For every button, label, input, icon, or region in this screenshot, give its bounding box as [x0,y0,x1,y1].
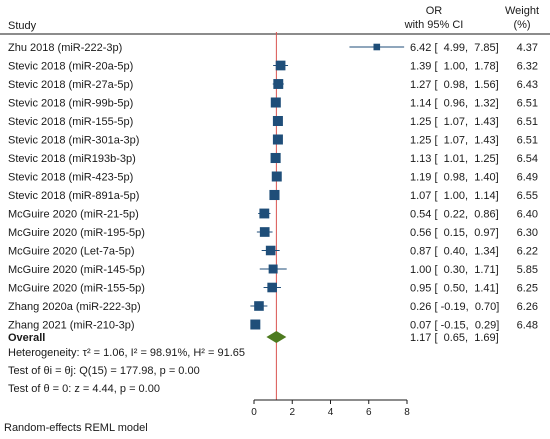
overall-diamond [266,331,287,343]
study-or-ci: 0.87 [ 0.40, 1.34] [410,246,499,258]
study-row: McGuire 2020 (miR-195-5p) 0.56 [ 0.15, 0.… [8,227,538,239]
study-or-ci: 0.07 [ -0.15, 0.29] [410,320,499,332]
overall-or-ci: 1.17 [ 0.65, 1.69] [410,332,499,344]
study-marker [271,171,282,182]
study-marker [270,152,281,164]
study-marker [272,115,283,127]
x-axis-tick-label: 6 [366,407,372,418]
study-marker [272,134,283,145]
study-marker [265,245,276,256]
study-weight: 6.54 [517,153,538,165]
study-label: Zhu 2018 (miR-222-3p) [8,42,122,54]
study-marker [273,79,284,89]
study-or-ci: 1.00 [ 0.30, 1.71] [410,264,499,276]
study-label: Zhang 2020a (miR-222-3p) [8,301,141,313]
study-or-ci: 1.14 [ 0.96, 1.32] [410,98,499,110]
test-theta-zero: Test of θ = 0: z = 4.44, p = 0.00 [8,383,160,395]
study-marker [270,97,281,108]
header-or-ci: with 95% CI [404,19,464,31]
study-weight: 6.25 [517,283,538,295]
study-label: Stevic 2018 (miR-27a-5p) [8,79,133,91]
study-row: McGuire 2020 (Let-7a-5p) 0.87 [ 0.40, 1.3… [8,246,538,258]
study-weight: 6.51 [517,135,538,147]
x-axis-tick-label: 8 [404,407,410,418]
test-theta-equal: Test of θi = θj: Q(15) = 177.98, p = 0.0… [8,365,200,377]
study-weight: 6.49 [517,172,538,184]
overall-label: Overall [8,332,45,344]
study-row: Stevic 2018 (miR193b-3p) 1.13 [ 1.01, 1.2… [8,152,538,165]
study-label: Stevic 2018 (miR193b-3p) [8,153,136,165]
study-or-ci: 1.39 [ 1.00, 1.78] [410,61,499,73]
study-marker [250,319,261,330]
study-weight: 6.40 [517,209,538,221]
x-axis-tick-label: 2 [289,407,295,418]
study-weight: 6.30 [517,227,538,239]
study-label: Stevic 2018 (miR-301a-3p) [8,135,139,147]
study-weight: 6.43 [517,79,538,91]
study-label: McGuire 2020 (miR-155-5p) [8,283,145,295]
header-weight: Weight [505,5,539,17]
study-or-ci: 0.54 [ 0.22, 0.86] [410,209,499,221]
study-row: Zhu 2018 (miR-222-3p) 6.42 [ 4.99, 7.85] 4… [8,42,538,54]
study-row: Zhang 2020a (miR-222-3p) 0.26 [ -0.19, 0.… [8,301,538,313]
study-label: McGuire 2020 (miR-145-5p) [8,264,145,276]
study-label: Zhang 2021 (miR-210-3p) [8,320,135,332]
header-weight-unit: (%) [513,19,530,31]
study-row: Stevic 2018 (miR-155-5p) 1.25 [ 1.07, 1.4… [8,115,538,128]
study-weight: 6.51 [517,98,538,110]
study-weight: 6.48 [517,320,538,332]
study-row: Stevic 2018 (miR-27a-5p) 1.27 [ 0.98, 1.5… [8,79,538,91]
study-label: McGuire 2020 (miR-195-5p) [8,227,145,239]
study-row: McGuire 2020 (miR-145-5p) 1.00 [ 0.30, 1.… [8,264,538,276]
study-weight: 4.37 [517,42,538,54]
study-marker [269,189,280,201]
study-or-ci: 0.95 [ 0.50, 1.41] [410,283,499,295]
study-or-ci: 1.13 [ 1.01, 1.25] [410,153,499,165]
study-row: McGuire 2020 (miR-155-5p) 0.95 [ 0.50, 1.… [8,283,538,295]
study-label: Stevic 2018 (miR-155-5p) [8,116,133,128]
study-label: Stevic 2018 (miR-99b-5p) [8,98,133,110]
study-marker [275,60,286,71]
study-or-ci: 0.26 [ -0.19, 0.70] [410,301,499,313]
study-weight: 6.55 [517,190,538,202]
study-weight: 5.85 [517,264,538,276]
study-row: Stevic 2018 (miR-20a-5p) 1.39 [ 1.00, 1.7… [8,61,538,73]
study-or-ci: 1.19 [ 0.98, 1.40] [410,172,499,184]
study-marker [373,43,381,51]
study-label: Stevic 2018 (miR-20a-5p) [8,61,133,73]
study-or-ci: 0.56 [ 0.15, 0.97] [410,227,499,239]
study-label: Stevic 2018 (miR-423-5p) [8,172,133,184]
model-note: Random-effects REML model [4,422,148,434]
study-marker [259,208,270,219]
study-row: Stevic 2018 (miR-423-5p) 1.19 [ 0.98, 1.4… [8,172,538,184]
study-marker [268,264,278,274]
x-axis-tick-label: 4 [328,407,334,418]
study-marker [267,282,277,293]
study-marker [259,227,270,237]
study-label: Stevic 2018 (miR-891a-5p) [8,190,139,202]
study-row: Stevic 2018 (miR-301a-3p) 1.25 [ 1.07, 1.… [8,134,538,147]
header-or: OR [426,5,443,17]
study-weight: 6.26 [517,301,538,313]
study-row: Zhang 2021 (miR-210-3p) 0.07 [ -0.15, 0.2… [8,320,538,332]
study-or-ci: 1.07 [ 1.00, 1.14] [410,190,499,202]
study-row: McGuire 2020 (miR-21-5p) 0.54 [ 0.22, 0.8… [8,209,538,221]
study-or-ci: 6.42 [ 4.99, 7.85] [410,42,499,54]
study-label: McGuire 2020 (miR-21-5p) [8,209,139,221]
study-weight: 6.51 [517,116,538,128]
study-or-ci: 1.25 [ 1.07, 1.43] [410,135,499,147]
study-row: Stevic 2018 (miR-99b-5p) 1.14 [ 0.96, 1.3… [8,97,538,110]
x-axis-tick-label: 0 [251,407,257,418]
study-or-ci: 1.27 [ 0.98, 1.56] [410,79,499,91]
study-weight: 6.32 [517,61,538,73]
heterogeneity-stat: Heterogeneity: τ² = 1.06, I² = 98.91%, H… [8,347,245,359]
header-study: Study [8,20,37,32]
study-or-ci: 1.25 [ 1.07, 1.43] [410,116,499,128]
study-weight: 6.22 [517,246,538,258]
study-marker [254,301,264,311]
study-row: Stevic 2018 (miR-891a-5p) 1.07 [ 1.00, 1.… [8,189,538,202]
study-label: McGuire 2020 (Let-7a-5p) [8,246,135,258]
